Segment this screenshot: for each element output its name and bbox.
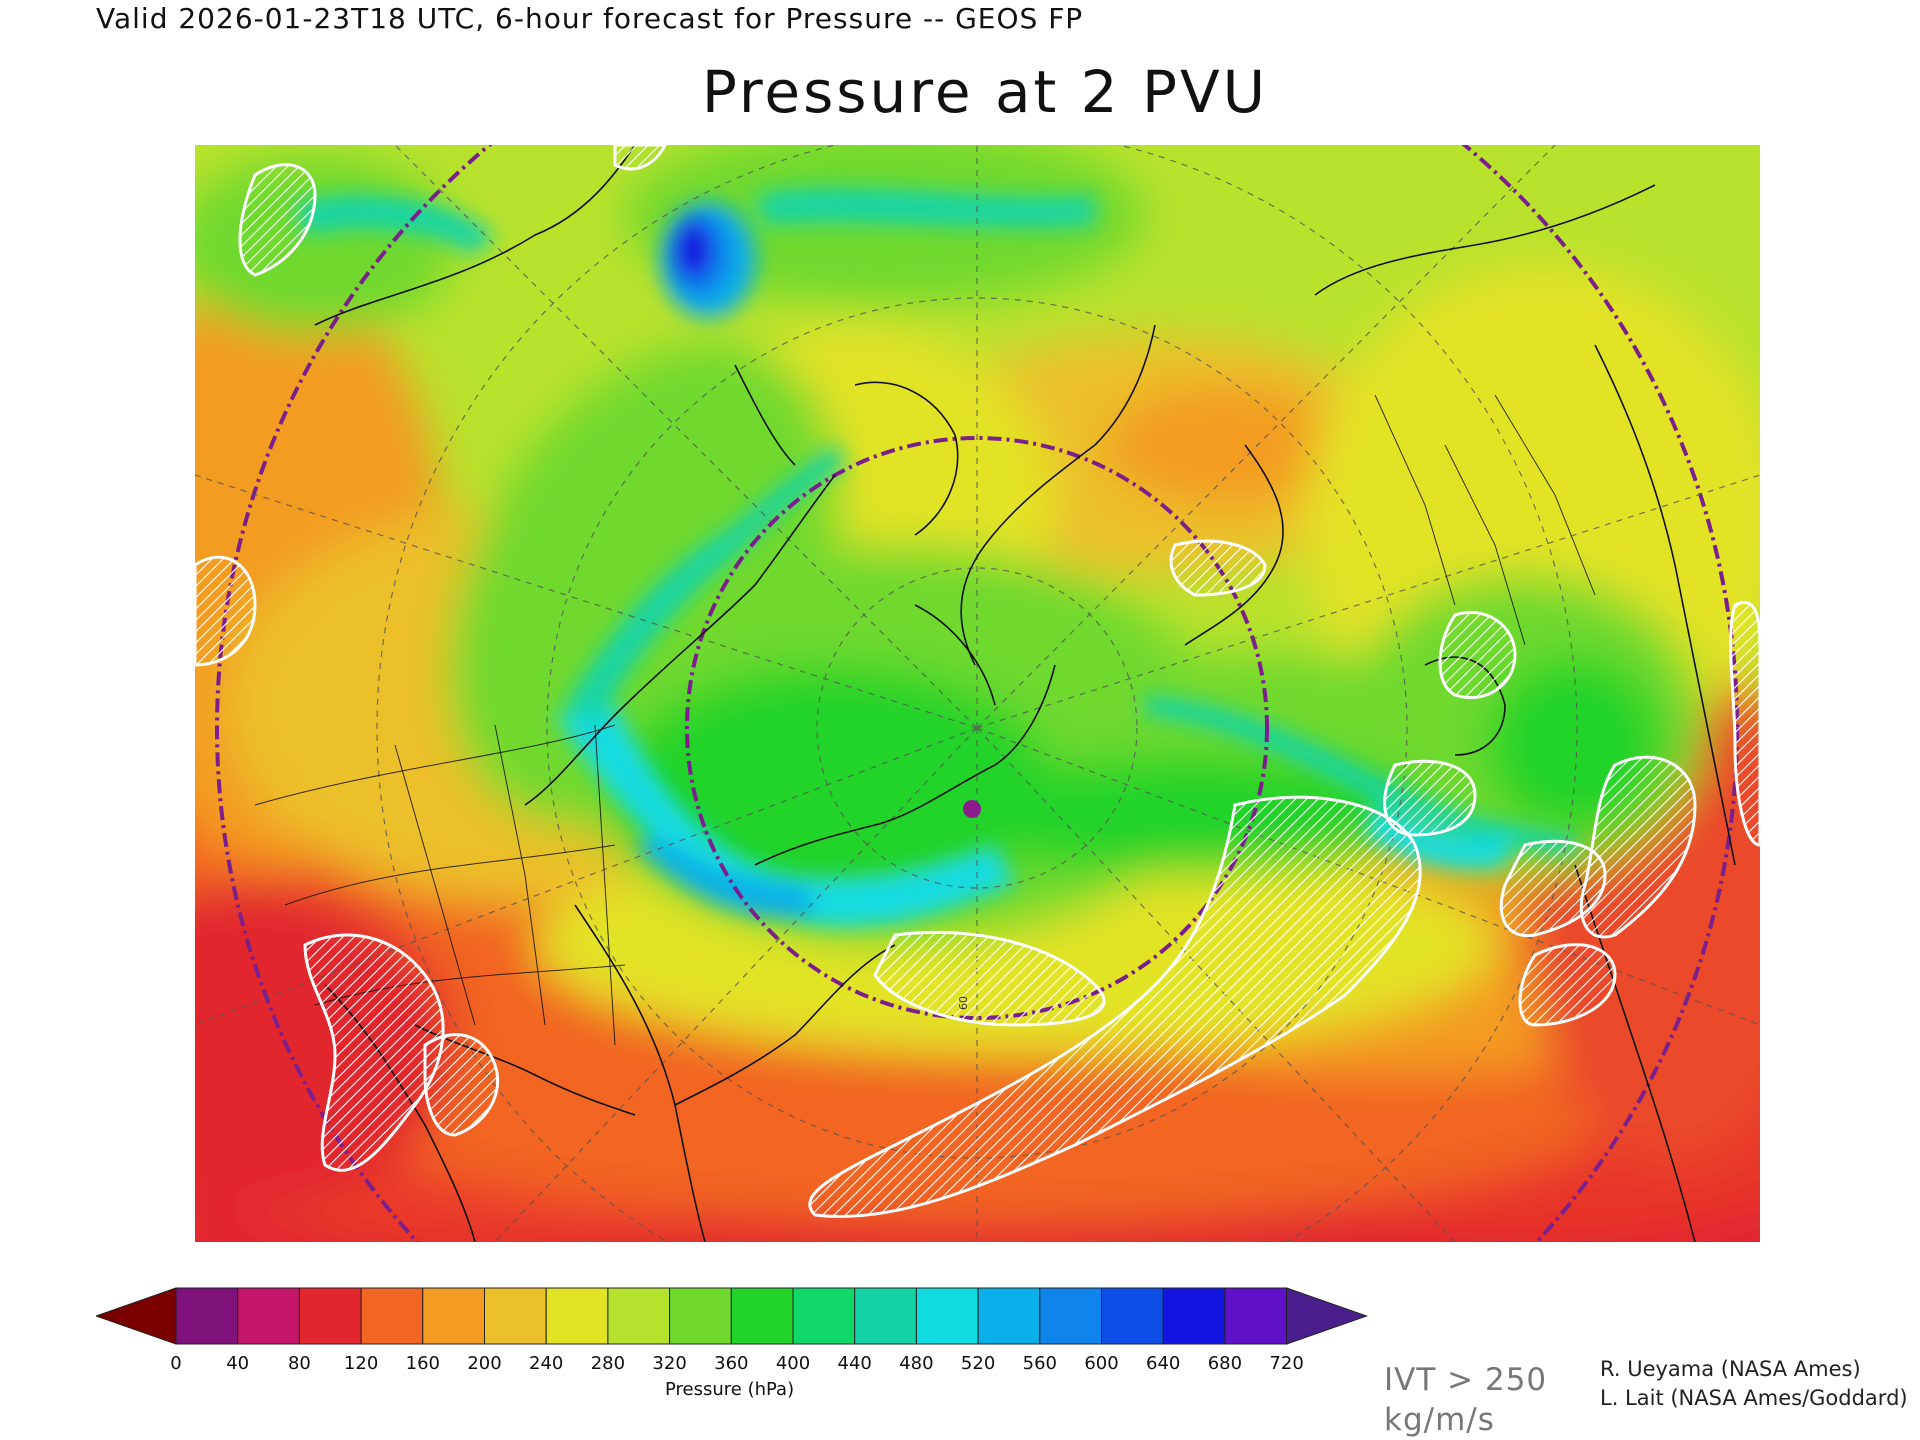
- pressure-map: 60: [195, 145, 1760, 1242]
- colorbar-tick-label: 200: [467, 1353, 502, 1374]
- colorbar-tick-label: 160: [405, 1353, 440, 1374]
- colorbar-over-triangle: [1286, 1287, 1369, 1345]
- colorbar-tick-label: 400: [775, 1353, 811, 1374]
- colorbar-segment: [915, 1287, 979, 1345]
- colorbar-tick-label: 0: [170, 1353, 182, 1374]
- colorbar-segment: [1224, 1287, 1288, 1345]
- colorbar-tick-label: 600: [1084, 1353, 1119, 1374]
- colorbar-segment: [175, 1287, 239, 1345]
- colorbar-segment: [977, 1287, 1041, 1345]
- ivt-note-line1: IVT > 250: [1384, 1362, 1548, 1398]
- map-marker: [963, 800, 981, 818]
- colorbar-tick-label: 80: [287, 1353, 311, 1374]
- credits: R. Ueyama (NASA Ames) L. Lait (NASA Ames…: [1600, 1355, 1908, 1413]
- colorbar-tick-label: 120: [343, 1353, 379, 1374]
- colorbar-tick-label: 440: [837, 1353, 872, 1374]
- valid-time-header: Valid 2026-01-23T18 UTC, 6-hour forecast…: [96, 2, 1084, 35]
- credit-line-1: R. Ueyama (NASA Ames): [1600, 1357, 1861, 1381]
- colorbar-tick-label: 280: [590, 1353, 626, 1374]
- colorbar-segment: [1162, 1287, 1226, 1345]
- colorbar-tick-label: 240: [529, 1353, 564, 1374]
- colorbar-tick-label: 640: [1146, 1353, 1181, 1374]
- colorbar-segment: [669, 1287, 732, 1345]
- colorbar-tick-label: 680: [1207, 1353, 1243, 1374]
- colorbar-tick-label: 320: [652, 1353, 687, 1374]
- colorbar-segment: [730, 1287, 794, 1345]
- colorbar-segment: [422, 1287, 485, 1345]
- colorbar-tick-label: 520: [960, 1353, 996, 1374]
- ivt-note-line2: kg/m/s: [1384, 1402, 1495, 1438]
- colorbar-tick-label: 360: [714, 1353, 749, 1374]
- colorbar-unit-label: Pressure (hPa): [665, 1379, 795, 1400]
- colorbar-segment: [545, 1287, 609, 1345]
- colorbar-segment: [792, 1287, 856, 1345]
- colorbar-segment: [854, 1287, 917, 1345]
- colorbar-segment: [237, 1287, 300, 1345]
- colorbar-segment: [360, 1287, 424, 1345]
- colorbar-segment: [607, 1287, 671, 1345]
- graticule-label: 60: [957, 996, 970, 1010]
- credit-line-2: L. Lait (NASA Ames/Goddard): [1600, 1386, 1908, 1410]
- colorbar-tick-label: 560: [1022, 1353, 1057, 1374]
- ivt-legend-note: IVT > 250 kg/m/s: [1384, 1360, 1547, 1440]
- colorbar-under-triangle: [94, 1287, 177, 1345]
- colorbar-segment: [298, 1287, 362, 1345]
- colorbar-tick-label: 480: [899, 1353, 934, 1374]
- colorbar-segment: [484, 1287, 547, 1345]
- colorbar-tick-label: 40: [226, 1353, 250, 1374]
- colorbar-tick-label: 720: [1269, 1353, 1304, 1374]
- colorbar: [94, 1285, 1376, 1349]
- map-title: Pressure at 2 PVU: [701, 58, 1269, 126]
- colorbar-segment: [1101, 1287, 1164, 1345]
- colorbar-segment: [1039, 1287, 1102, 1345]
